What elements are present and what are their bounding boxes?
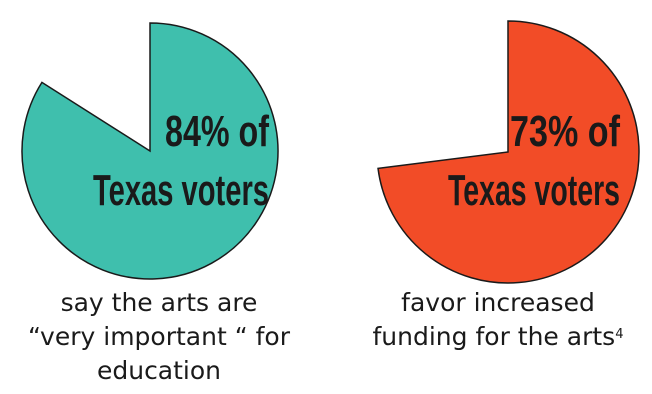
pie-slice-right	[377, 20, 640, 284]
pie-label-left-line2: Texas voters	[93, 166, 269, 215]
caption-left: say the arts are “very important “ for e…	[14, 286, 304, 388]
pie-label-right-line1: 73% of	[510, 107, 620, 156]
footnote-marker: 4	[615, 327, 624, 342]
caption-right-line2-text: funding for the arts	[372, 322, 616, 351]
caption-left-line2: “very important “ for	[28, 322, 290, 351]
caption-right-line1: favor increased	[401, 288, 595, 317]
caption-left-line1: say the arts are	[60, 288, 258, 317]
pie-label-left-line1: 84% of	[165, 107, 269, 156]
caption-right-line2: funding for the arts4	[348, 320, 648, 354]
pie-label-right-line2: Texas voters	[448, 166, 620, 215]
caption-right: favor increased funding for the arts4	[348, 286, 648, 354]
pie-slice-left	[21, 22, 279, 280]
caption-left-line3: education	[96, 356, 222, 385]
